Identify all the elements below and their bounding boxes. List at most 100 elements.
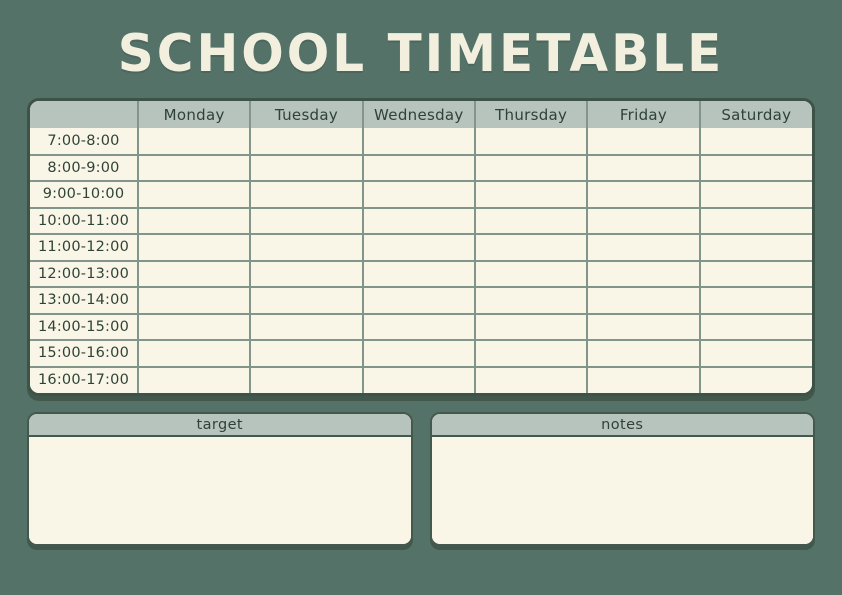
time-slot-label: 9:00-10:00 — [30, 180, 139, 209]
schedule-cell-thursday-15:00-16:00[interactable] — [473, 339, 589, 368]
notes-panel-label: notes — [601, 416, 644, 433]
schedule-cell-wednesday-15:00-16:00[interactable] — [361, 339, 476, 368]
schedule-cell-wednesday-12:00-13:00[interactable] — [361, 259, 476, 288]
table-row: 12:00-13:00 — [30, 259, 812, 288]
day-header-monday: Monday — [136, 101, 252, 128]
table-row: 13:00-14:00 — [30, 286, 812, 315]
time-slot-label: 10:00-11:00 — [30, 206, 139, 235]
schedule-cell-monday-14:00-15:00[interactable] — [136, 312, 252, 341]
schedule-cell-monday-15:00-16:00[interactable] — [136, 339, 252, 368]
target-panel: target — [27, 412, 413, 546]
schedule-cell-tuesday-15:00-16:00[interactable] — [249, 339, 364, 368]
target-panel-label: target — [196, 416, 243, 433]
day-header-saturday: Saturday — [698, 101, 812, 128]
time-slot-label: 16:00-17:00 — [30, 365, 139, 393]
page-title: SCHOOL TIMETABLE — [117, 23, 725, 84]
schedule-cell-saturday-15:00-16:00[interactable] — [698, 339, 812, 368]
schedule-cell-wednesday-8:00-9:00[interactable] — [361, 153, 476, 182]
table-row: 8:00-9:00 — [30, 153, 812, 182]
target-panel-body[interactable] — [29, 437, 411, 544]
time-slot-label: 8:00-9:00 — [30, 153, 139, 182]
timetable-body: 7:00-8:00 8:00-9:00 9:00-10:00 10:00-11:00 1… — [30, 128, 812, 393]
schedule-cell-thursday-8:00-9:00[interactable] — [473, 153, 589, 182]
schedule-cell-wednesday-13:00-14:00[interactable] — [361, 286, 476, 315]
table-row: 10:00-11:00 — [30, 206, 812, 235]
schedule-cell-monday-16:00-17:00[interactable] — [136, 365, 252, 393]
schedule-cell-tuesday-7:00-8:00[interactable] — [249, 128, 364, 156]
corner-cell — [30, 101, 139, 128]
schedule-cell-thursday-14:00-15:00[interactable] — [473, 312, 589, 341]
schedule-cell-thursday-9:00-10:00[interactable] — [473, 180, 589, 209]
time-slot-label: 13:00-14:00 — [30, 286, 139, 315]
schedule-cell-saturday-13:00-14:00[interactable] — [698, 286, 812, 315]
schedule-cell-friday-16:00-17:00[interactable] — [586, 365, 701, 393]
day-header-thursday: Thursday — [473, 101, 589, 128]
schedule-cell-tuesday-10:00-11:00[interactable] — [249, 206, 364, 235]
schedule-cell-friday-11:00-12:00[interactable] — [586, 233, 701, 262]
schedule-cell-monday-7:00-8:00[interactable] — [136, 128, 252, 156]
schedule-cell-saturday-14:00-15:00[interactable] — [698, 312, 812, 341]
schedule-cell-monday-12:00-13:00[interactable] — [136, 259, 252, 288]
schedule-cell-wednesday-9:00-10:00[interactable] — [361, 180, 476, 209]
schedule-cell-wednesday-7:00-8:00[interactable] — [361, 128, 476, 156]
schedule-cell-saturday-12:00-13:00[interactable] — [698, 259, 812, 288]
timetable-header-row: Monday Tuesday Wednesday Thursday Friday Satu… — [30, 101, 812, 128]
schedule-cell-friday-15:00-16:00[interactable] — [586, 339, 701, 368]
time-slot-label: 11:00-12:00 — [30, 233, 139, 262]
schedule-cell-monday-8:00-9:00[interactable] — [136, 153, 252, 182]
schedule-cell-saturday-11:00-12:00[interactable] — [698, 233, 812, 262]
table-row: 14:00-15:00 — [30, 312, 812, 341]
schedule-cell-friday-9:00-10:00[interactable] — [586, 180, 701, 209]
schedule-cell-friday-13:00-14:00[interactable] — [586, 286, 701, 315]
schedule-cell-tuesday-11:00-12:00[interactable] — [249, 233, 364, 262]
notes-panel: notes — [429, 412, 815, 546]
schedule-cell-wednesday-11:00-12:00[interactable] — [361, 233, 476, 262]
schedule-cell-saturday-7:00-8:00[interactable] — [698, 128, 812, 156]
schedule-cell-saturday-10:00-11:00[interactable] — [698, 206, 812, 235]
schedule-cell-friday-7:00-8:00[interactable] — [586, 128, 701, 156]
schedule-cell-saturday-9:00-10:00[interactable] — [698, 180, 812, 209]
schedule-cell-monday-9:00-10:00[interactable] — [136, 180, 252, 209]
schedule-cell-tuesday-12:00-13:00[interactable] — [249, 259, 364, 288]
schedule-cell-thursday-11:00-12:00[interactable] — [473, 233, 589, 262]
schedule-cell-thursday-13:00-14:00[interactable] — [473, 286, 589, 315]
schedule-cell-friday-10:00-11:00[interactable] — [586, 206, 701, 235]
table-row: 16:00-17:00 — [30, 365, 812, 393]
schedule-cell-tuesday-8:00-9:00[interactable] — [249, 153, 364, 182]
bottom-panels: target notes — [27, 412, 815, 546]
schedule-cell-thursday-7:00-8:00[interactable] — [473, 128, 589, 156]
schedule-cell-tuesday-13:00-14:00[interactable] — [249, 286, 364, 315]
notes-panel-body[interactable] — [431, 437, 813, 544]
time-slot-label: 15:00-16:00 — [30, 339, 139, 368]
table-row: 9:00-10:00 — [30, 180, 812, 209]
table-row: 15:00-16:00 — [30, 339, 812, 368]
schedule-cell-tuesday-14:00-15:00[interactable] — [249, 312, 364, 341]
schedule-cell-monday-10:00-11:00[interactable] — [136, 206, 252, 235]
schedule-cell-saturday-16:00-17:00[interactable] — [698, 365, 812, 393]
schedule-cell-monday-13:00-14:00[interactable] — [136, 286, 252, 315]
timetable-table: Monday Tuesday Wednesday Thursday Friday Satu… — [30, 101, 812, 393]
day-header-wednesday: Wednesday — [361, 101, 476, 128]
schedule-cell-thursday-10:00-11:00[interactable] — [473, 206, 589, 235]
schedule-cell-wednesday-10:00-11:00[interactable] — [361, 206, 476, 235]
schedule-cell-wednesday-16:00-17:00[interactable] — [361, 365, 476, 393]
timetable-header: Monday Tuesday Wednesday Thursday Friday Satu… — [30, 101, 812, 128]
timetable-table-container: Monday Tuesday Wednesday Thursday Friday Satu… — [27, 98, 815, 396]
schedule-cell-thursday-16:00-17:00[interactable] — [473, 365, 589, 393]
schedule-cell-tuesday-16:00-17:00[interactable] — [249, 365, 364, 393]
schedule-cell-friday-8:00-9:00[interactable] — [586, 153, 701, 182]
table-row: 7:00-8:00 — [30, 128, 812, 156]
schedule-cell-wednesday-14:00-15:00[interactable] — [361, 312, 476, 341]
schedule-cell-friday-12:00-13:00[interactable] — [586, 259, 701, 288]
schedule-cell-tuesday-9:00-10:00[interactable] — [249, 180, 364, 209]
table-row: 11:00-12:00 — [30, 233, 812, 262]
schedule-cell-thursday-12:00-13:00[interactable] — [473, 259, 589, 288]
schedule-cell-friday-14:00-15:00[interactable] — [586, 312, 701, 341]
day-header-tuesday: Tuesday — [249, 101, 364, 128]
day-header-friday: Friday — [586, 101, 701, 128]
schedule-cell-monday-11:00-12:00[interactable] — [136, 233, 252, 262]
schedule-cell-saturday-8:00-9:00[interactable] — [698, 153, 812, 182]
time-slot-label: 7:00-8:00 — [30, 128, 139, 156]
target-panel-header: target — [29, 414, 411, 437]
